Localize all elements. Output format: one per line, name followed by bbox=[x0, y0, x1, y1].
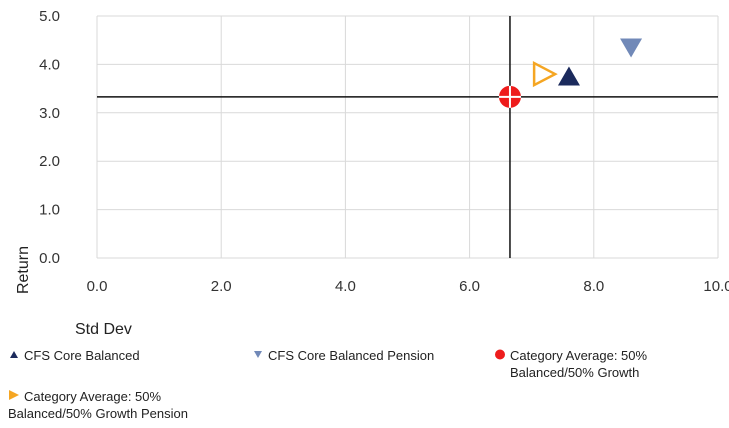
data-points bbox=[498, 38, 643, 108]
x-tick-label: 0.0 bbox=[87, 278, 108, 295]
y-tick-label: 4.0 bbox=[39, 56, 60, 73]
circle-icon bbox=[495, 349, 505, 360]
x-tick-label: 6.0 bbox=[459, 278, 480, 295]
y-tick-label: 1.0 bbox=[39, 202, 60, 219]
legend-label: CFS Core Balanced Pension bbox=[268, 348, 435, 363]
reference-lines bbox=[97, 16, 718, 258]
x-axis-title: Std Dev bbox=[75, 321, 132, 338]
x-tick-label: 10.0 bbox=[703, 278, 729, 295]
scatter-plot: 0.0 2.0 4.0 6.0 8.0 10.0 0.0 1.0 2.0 3.0 4.0 5.0 Re… bbox=[15, 8, 729, 338]
legend-label: Category Average: 50% Balanced/50% Growt… bbox=[510, 347, 647, 381]
tick-labels: 0.0 2.0 4.0 6.0 8.0 10.0 0.0 1.0 2.0 3.0 4.0 5.0 bbox=[39, 8, 729, 295]
legend-item-category-average: Category Average: 50% Balanced/50% Growt… bbox=[494, 347, 647, 381]
triangle-down-icon bbox=[254, 351, 262, 358]
y-tick-label: 5.0 bbox=[39, 8, 60, 25]
triangle-right-icon bbox=[9, 390, 19, 400]
y-tick-label: 2.0 bbox=[39, 153, 60, 170]
legend-item-cfs-core-balanced: CFS Core Balanced bbox=[8, 347, 140, 364]
data-point bbox=[557, 66, 580, 86]
legend-label-line1: Category Average: 50% bbox=[24, 389, 162, 404]
triangle-up-icon bbox=[10, 351, 18, 358]
legend-item-category-average-pension: Category Average: 50% Balanced/50% Growt… bbox=[8, 388, 188, 422]
legend-label: Category Average: 50% Balanced/50% Growt… bbox=[8, 388, 188, 422]
x-tick-label: 4.0 bbox=[335, 278, 356, 295]
data-point bbox=[532, 61, 558, 88]
grid-lines bbox=[96, 15, 719, 259]
legend: CFS Core Balanced CFS Core Balanced Pens… bbox=[0, 344, 729, 428]
legend-label-line2: Balanced/50% Growth bbox=[510, 365, 640, 380]
y-axis-title: Return bbox=[15, 246, 32, 294]
x-tick-label: 8.0 bbox=[583, 278, 604, 295]
data-point bbox=[498, 85, 521, 108]
y-tick-label: 3.0 bbox=[39, 105, 60, 122]
data-point bbox=[620, 38, 643, 58]
legend-item-cfs-core-balanced-pension: CFS Core Balanced Pension bbox=[252, 347, 434, 364]
legend-label: CFS Core Balanced bbox=[24, 348, 140, 363]
legend-label-line2: Balanced/50% Growth Pension bbox=[8, 406, 188, 421]
x-tick-label: 2.0 bbox=[211, 278, 232, 295]
y-tick-label: 0.0 bbox=[39, 250, 60, 267]
legend-label-line1: Category Average: 50% bbox=[510, 348, 648, 363]
